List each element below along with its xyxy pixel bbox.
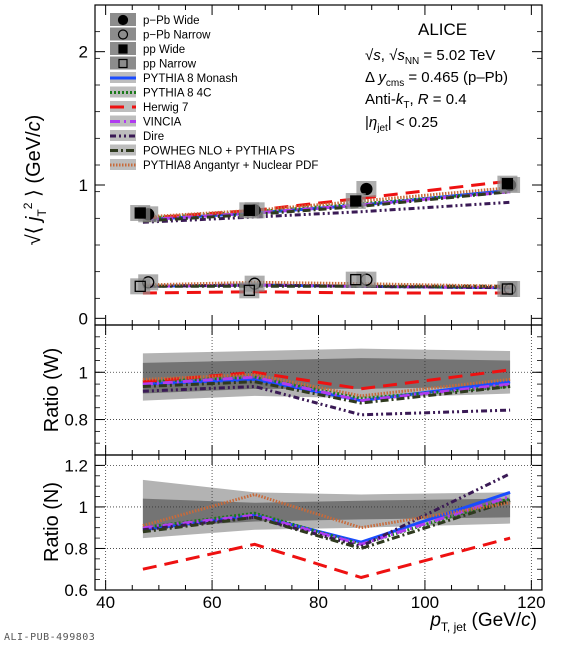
y-axis-title-top: √⟨ jT2 ⟩ (GeV/c)	[21, 115, 49, 246]
ratio-n-ytick-label: 0.6	[64, 581, 88, 600]
y-axis-title-ratio-n: Ratio (N)	[41, 482, 63, 562]
top-ytick-label: 1	[79, 176, 88, 195]
annotation-energy: √s, √sNN = 5.02 TeV	[365, 47, 495, 67]
ratio-n-ytick-label: 1.2	[64, 456, 88, 475]
top-ytick-label: 0	[79, 309, 88, 328]
legend-label: Herwig 7	[143, 102, 188, 114]
xtick-label: 60	[203, 593, 222, 612]
xtick-label: 40	[96, 593, 115, 612]
ratio-w-line-powheg-nlo-pythia-ps	[142, 380, 511, 405]
ratio-w-ytick-label: 1	[79, 363, 88, 382]
legend-syst-box	[110, 27, 136, 41]
marker-pp-narrow	[350, 274, 362, 286]
legend-label: PYTHIA 8 4C	[143, 88, 211, 100]
legend-label: pp Wide	[143, 44, 185, 56]
ratio-w-ytick-label: 0.8	[64, 411, 88, 430]
legend: p−Pb Wide p−Pb Narrow pp Wide pp Narrow PYTH…	[110, 13, 318, 172]
annotation-algo: Anti-kT, R = 0.4	[365, 91, 467, 111]
ratio-w-line-dire	[142, 385, 511, 417]
legend-marker-pp-narrow	[118, 58, 128, 69]
legend-label: POWHEG NLO + PYTHIA PS	[143, 146, 295, 158]
annotation-rapidity: Δ ycms = 0.465 (p–Pb)	[365, 69, 508, 89]
model-line-wide-pythia8-angantyr-nuclear-pdf	[142, 186, 511, 219]
marker-p-pb-wide	[360, 182, 373, 196]
model-line-narrow-herwig-7	[142, 290, 511, 295]
publication-id: ALI-PUB-499803	[4, 632, 96, 643]
marker-pp-wide	[243, 204, 255, 216]
marker-pp-narrow	[501, 283, 514, 295]
legend-band-box	[110, 115, 136, 127]
ratio-w-band-inner	[142, 358, 511, 394]
annotation-experiment: ALICE	[418, 20, 467, 39]
ratio-n-line-herwig-7	[142, 536, 511, 579]
xtick-label: 100	[411, 593, 439, 612]
legend-label: p−Pb Narrow	[143, 30, 211, 42]
annotation-eta: |ηjet| < 0.25	[365, 114, 438, 134]
model-line-wide-powheg-nlo-pythia-ps	[142, 190, 511, 223]
legend-label: VINCIA	[143, 117, 182, 129]
ratio-n-ytick-label: 0.8	[64, 539, 88, 558]
top-ytick-label: 2	[79, 43, 88, 62]
legend-label: pp Narrow	[143, 59, 197, 71]
legend-label: Dire	[143, 131, 164, 143]
ratio-w-line-herwig-7	[142, 368, 511, 391]
marker-pp-wide	[350, 195, 362, 207]
data-points	[130, 175, 521, 299]
xtick-label: 120	[517, 593, 545, 612]
model-curves	[142, 179, 511, 579]
marker-pp-narrow	[134, 280, 146, 292]
ratio-n-ytick-label: 1	[79, 498, 88, 517]
y-axis-title-ratio-w: Ratio (W)	[41, 348, 63, 432]
legend-marker-p-pb-wide	[117, 14, 129, 26]
marker-pp-wide	[134, 207, 146, 219]
ratio-n-line-vincia	[142, 495, 511, 546]
marker-pp-wide	[501, 178, 514, 190]
legend-syst-box	[110, 56, 136, 70]
legend-band-box	[110, 130, 136, 141]
legend-label: p−Pb Wide	[143, 15, 200, 27]
ratio-w-line-pythia8-angantyr-nuclear-pdf	[142, 373, 511, 398]
legend-marker-pp-wide	[118, 44, 128, 54]
marker-pp-narrow	[243, 284, 255, 296]
ratio-n-line-pythia8-angantyr-nuclear-pdf	[142, 493, 511, 530]
legend-label: PYTHIA8 Angantyr + Nuclear PDF	[143, 160, 318, 172]
legend-marker-p-pb-narrow	[117, 29, 129, 40]
xtick-label: 80	[309, 593, 328, 612]
ratio-w-line-vincia	[142, 375, 511, 403]
legend-label: PYTHIA 8 Monash	[143, 73, 238, 85]
x-axis-title: pT, jet (GeV/c)	[429, 610, 537, 634]
